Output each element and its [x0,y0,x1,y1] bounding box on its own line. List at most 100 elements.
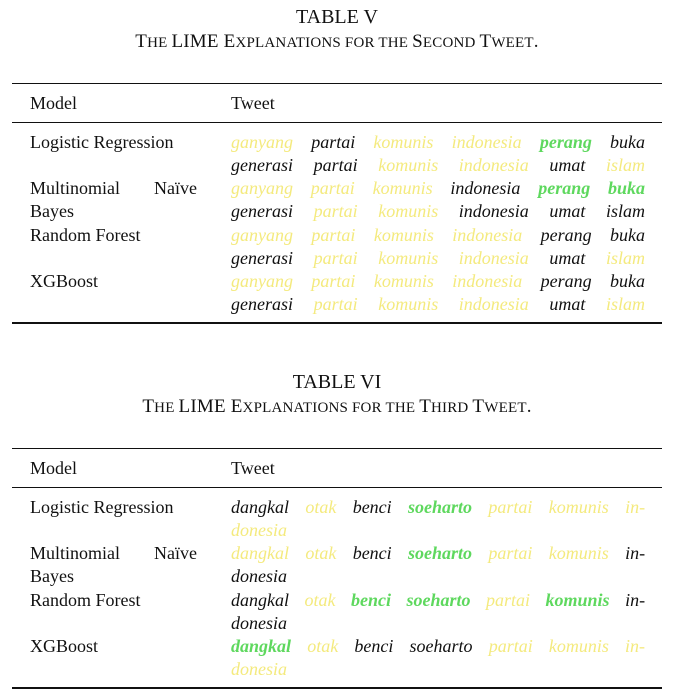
header-rule [12,487,662,488]
caption-segment: WEET [484,400,527,416]
tweet-line: donesia [231,658,645,681]
caption-segment: S [412,31,423,52]
caption-segment: XPLANATIONS FOR THE [242,400,420,416]
caption-segment: T [472,396,485,417]
tweet-word: generasi [231,201,293,222]
caption-segment: ECOND [422,35,480,51]
tweet-line: ganyang partai komunis indonesia perang … [231,270,645,293]
tweet-word: dangkal [231,497,289,517]
tweet-word: indonesia [458,155,529,176]
tweet-word: indonesia [458,248,529,269]
caption-segment: T [142,396,155,417]
tweet-word: islam [605,248,645,269]
tweet-word: partai [486,590,531,610]
tweet-word: buka [610,271,646,291]
tweet-line: ganyang partai komunis indonesia perang … [231,177,645,200]
tweet-word: benci [351,590,391,610]
tweet-line: ganyang partai komunis indonesia perang … [231,131,645,154]
tweet-word: indonesia [450,178,521,198]
tweet-word: komunis [548,636,609,656]
tweet-word: ganyang [231,132,293,152]
tweet-word: partai [488,636,533,656]
header-model: Model [30,458,77,478]
tweet-line: generasi partai komunis indonesia umat i… [231,293,645,316]
caption-segment: T [135,31,148,52]
tweet-word: komunis [373,271,434,291]
row-model: Logistic Regression [30,132,174,152]
tweet-line: generasi partai komunis indonesia umat i… [231,200,645,223]
row-model: Random Forest [30,590,141,610]
tweet-word: ganyang [231,225,293,245]
caption-segment: HIRD [431,400,473,416]
tweet-word: indonesia [458,294,529,315]
bottom-rule [12,687,662,689]
header-tweet: Tweet [231,458,275,478]
tweet-word: umat [549,201,586,222]
tweet-word: soeharto [406,590,471,610]
tweet-word: komunis [378,155,439,176]
tweet-word: in- [625,543,646,563]
tweet-word: soeharto [409,636,473,656]
tweet-line: ganyang partai komunis indonesia perang … [231,224,645,247]
tweet-word: partai [313,248,358,269]
tweet-word: umat [549,294,586,315]
tweet-word: islam [605,294,645,315]
tweet-word: perang [538,178,591,198]
caption-segment: LIME E [171,31,236,52]
tweet-word: komunis [378,248,439,269]
row-tweet: ganyang partai komunis indonesia perang … [231,131,645,178]
row-tweet: dangkal otak benci soeharto partai komun… [231,635,645,682]
tweet-line: dangkal otak benci soeharto partai komun… [231,542,645,565]
row-model: XGBoost [30,271,99,291]
tweet-word: komunis [372,178,433,198]
tweet-line: generasi partai komunis indonesia umat i… [231,154,645,177]
tweet-word: otak [305,543,337,563]
tweet-word: donesia [231,659,287,680]
tweet-word: donesia [231,613,287,634]
table-vi: TABLE VI THE LIME EXPLANATIONS FOR THE T… [12,371,662,693]
row-model: Random Forest [30,225,141,245]
row-tweet: dangkal otak benci soeharto partai komun… [231,589,645,636]
bottom-rule [12,322,662,324]
caption-segment: . [533,31,539,52]
tweet-word: indonesia [452,271,523,291]
tweet-line: dangkal otak benci soeharto partai komun… [231,635,645,658]
tweet-word: benci [352,543,392,563]
caption-segment: HE [154,400,179,416]
caption-segment: T [479,31,492,52]
tweet-word: komunis [373,132,434,152]
tweet-word: perang [539,132,592,152]
tweet-word: partai [313,294,358,315]
tweet-word: buka [608,178,646,198]
tweet-word: buka [610,225,646,245]
row-model: XGBoost [30,636,99,656]
tweet-word: donesia [231,566,287,587]
tweet-word: indonesia [458,201,529,222]
tweet-word: dangkal [231,636,292,656]
tweet-word: partai [311,225,356,245]
row-model: Multinomial Naïve Bayes [30,542,197,588]
tweet-line: donesia [231,519,645,542]
tweet-word: komunis [548,543,609,563]
tweet-word: islam [605,155,645,176]
tweet-word: partai [311,271,356,291]
table-label: TABLE VI [292,371,382,393]
model-line: Multinomial Naïve [30,178,197,198]
row-model: Logistic Regression [30,497,174,517]
tweet-word: soeharto [408,497,473,517]
table-caption: THE LIME EXPLANATIONS FOR THE THIRD TWEE… [12,396,662,419]
row-model: Multinomial Naïve Bayes [30,177,197,223]
tweet-word: partai [313,155,358,176]
tweet-word: perang [540,271,592,291]
header-rule [12,122,662,123]
tweet-word: perang [540,225,592,245]
caption-segment: XPLANATIONS FOR THE [235,35,413,51]
tweet-word: komunis [373,225,434,245]
tweet-word: in- [625,590,646,610]
tweet-word: partai [313,201,358,222]
tweet-word: dangkal [231,543,289,563]
tweet-word: otak [305,497,337,517]
tweet-word: komunis [378,294,439,315]
tweet-word: benci [354,636,394,656]
tweet-word: partai [488,497,533,517]
